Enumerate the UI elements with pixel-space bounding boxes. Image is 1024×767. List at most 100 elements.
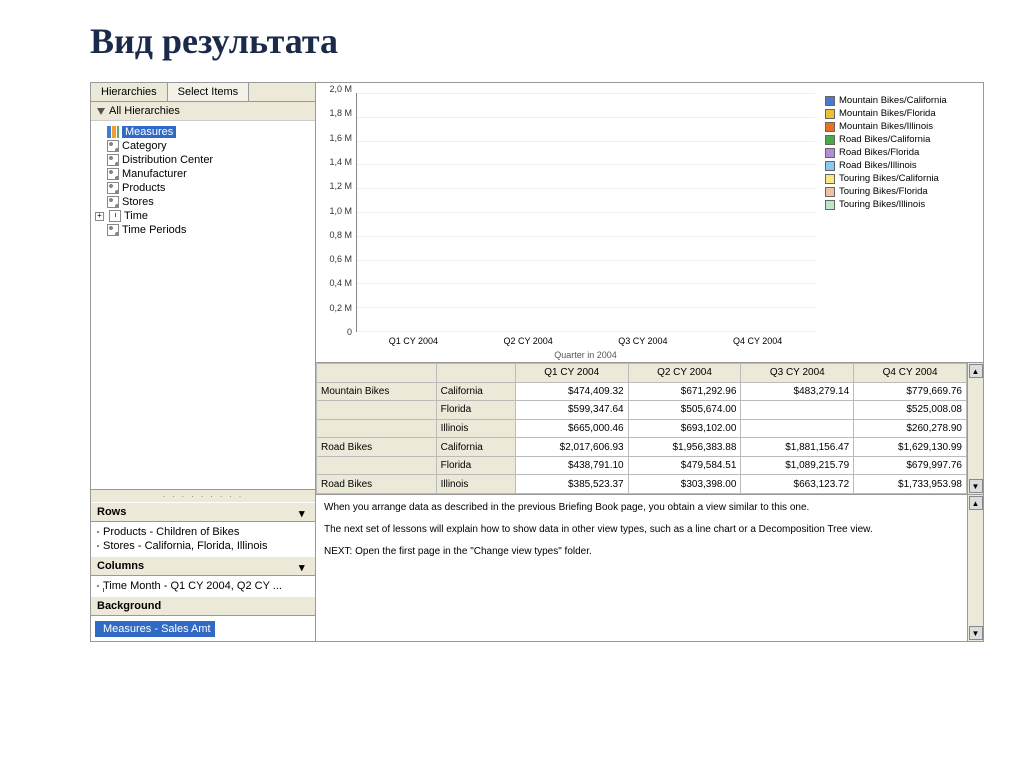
- scroll-up-icon[interactable]: ▲: [969, 364, 983, 378]
- legend-label: Mountain Bikes/Florida: [839, 108, 936, 119]
- row-sub: California: [436, 438, 515, 457]
- cell: $260,278.90: [854, 419, 967, 438]
- tree-item[interactable]: Manufacturer: [93, 167, 313, 181]
- legend-label: Mountain Bikes/California: [839, 95, 947, 106]
- rows-menu-icon[interactable]: ▾: [299, 507, 309, 517]
- legend-item: Road Bikes/Florida: [825, 147, 977, 158]
- y-tick: 1,6 M: [329, 133, 352, 143]
- table-scrollbar[interactable]: ▲ ▼: [967, 363, 983, 494]
- cell: $385,523.37: [515, 475, 628, 494]
- columns-item[interactable]: Time Month - Q1 CY 2004, Q2 CY ...: [97, 579, 309, 593]
- columns-panel-header: Columns ▾: [91, 556, 315, 576]
- tree-item[interactable]: Measures: [93, 125, 313, 139]
- row-group: Road Bikes: [317, 438, 437, 457]
- legend-swatch: [825, 96, 835, 106]
- y-tick: 2,0 M: [329, 84, 352, 94]
- cell: $438,791.10: [515, 456, 628, 475]
- scroll-down-icon[interactable]: ▼: [969, 479, 983, 493]
- tree-item[interactable]: + Time: [93, 209, 313, 223]
- legend-swatch: [825, 161, 835, 171]
- tree-item[interactable]: Category: [93, 139, 313, 153]
- table-row: Illinois$665,000.46$693,102.00$260,278.9…: [317, 419, 967, 438]
- cell: $2,017,606.93: [515, 438, 628, 457]
- tree-item[interactable]: Time Periods: [93, 223, 313, 237]
- row-sub: Florida: [436, 456, 515, 475]
- table-area: Q1 CY 2004Q2 CY 2004Q3 CY 2004Q4 CY 2004…: [316, 363, 983, 495]
- columns-panel-body: Time Month - Q1 CY 2004, Q2 CY ...: [91, 576, 315, 596]
- measure-icon: [107, 126, 119, 138]
- cell: $479,584.51: [628, 456, 741, 475]
- legend-label: Touring Bikes/Florida: [839, 186, 928, 197]
- chart-area: 00,2 M0,4 M0,6 M0,8 M1,0 M1,2 M1,4 M1,6 …: [316, 83, 983, 363]
- legend-label: Mountain Bikes/Illinois: [839, 121, 933, 132]
- plot-region: [356, 93, 815, 332]
- cell: $1,956,383.88: [628, 438, 741, 457]
- tree-label: Category: [122, 140, 167, 152]
- legend-item: Touring Bikes/Illinois: [825, 199, 977, 210]
- tree-item[interactable]: Products: [93, 181, 313, 195]
- legend-swatch: [825, 148, 835, 158]
- time-icon: [109, 210, 121, 222]
- row-group: Road Bikes: [317, 475, 437, 494]
- y-tick: 1,2 M: [329, 181, 352, 191]
- scroll-down-icon[interactable]: ▼: [969, 626, 983, 640]
- y-tick: 0: [347, 327, 352, 337]
- rows-item[interactable]: Products - Children of Bikes: [97, 525, 309, 539]
- x-label: Q1 CY 2004: [356, 336, 471, 346]
- scroll-up-icon[interactable]: ▲: [969, 496, 983, 510]
- rows-item[interactable]: Stores - California, Florida, Illinois: [97, 539, 309, 553]
- row-group: [317, 419, 437, 438]
- expand-icon[interactable]: +: [95, 212, 104, 221]
- cell: $671,292.96: [628, 382, 741, 401]
- hier-icon: [107, 168, 119, 180]
- tree-label: Distribution Center: [122, 154, 213, 166]
- x-axis-labels: Q1 CY 2004Q2 CY 2004Q3 CY 2004Q4 CY 2004: [356, 336, 815, 346]
- cell: $663,123.72: [741, 475, 854, 494]
- hier-icon: [107, 196, 119, 208]
- table-row: Florida$599,347.64$505,674.00$525,008.08: [317, 401, 967, 420]
- tree-label: Time: [124, 210, 148, 222]
- col-header: Q3 CY 2004: [741, 364, 854, 383]
- legend-swatch: [825, 122, 835, 132]
- tab-hierarchies[interactable]: Hierarchies: [91, 83, 168, 101]
- columns-title: Columns: [97, 560, 144, 572]
- info-p1: When you arrange data as described in th…: [324, 501, 959, 515]
- filter-icon: [97, 108, 105, 115]
- row-sub: California: [436, 382, 515, 401]
- row-group: [317, 456, 437, 475]
- slide-title: Вид результата: [90, 20, 984, 62]
- cell: [741, 401, 854, 420]
- columns-menu-icon[interactable]: ▾: [299, 561, 309, 571]
- legend-item: Road Bikes/Illinois: [825, 160, 977, 171]
- legend-item: Touring Bikes/California: [825, 173, 977, 184]
- legend-swatch: [825, 135, 835, 145]
- legend-swatch: [825, 200, 835, 210]
- cell: $679,997.76: [854, 456, 967, 475]
- cell: $599,347.64: [515, 401, 628, 420]
- tree-label: Manufacturer: [122, 168, 187, 180]
- left-tabs: Hierarchies Select Items: [91, 83, 315, 102]
- legend-swatch: [825, 109, 835, 119]
- tree-label: Stores: [122, 196, 154, 208]
- app-window: Hierarchies Select Items All Hierarchies…: [90, 82, 984, 642]
- tree-item[interactable]: Stores: [93, 195, 313, 209]
- row-sub: Illinois: [436, 419, 515, 438]
- splitter[interactable]: · · · · · · · · ·: [91, 490, 315, 502]
- table-row: Florida$438,791.10$479,584.51$1,089,215.…: [317, 456, 967, 475]
- tree-item[interactable]: Distribution Center: [93, 153, 313, 167]
- legend-item: Mountain Bikes/California: [825, 95, 977, 106]
- cell: $1,089,215.79: [741, 456, 854, 475]
- all-hierarchies-header[interactable]: All Hierarchies: [91, 102, 315, 121]
- table-row: Road BikesIllinois$385,523.37$303,398.00…: [317, 475, 967, 494]
- y-tick: 0,8 M: [329, 230, 352, 240]
- row-group: Mountain Bikes: [317, 382, 437, 401]
- rows-title: Rows: [97, 506, 126, 518]
- info-area: When you arrange data as described in th…: [316, 495, 983, 641]
- info-scrollbar[interactable]: ▲ ▼: [967, 495, 983, 641]
- tab-select-items[interactable]: Select Items: [168, 83, 250, 101]
- background-item[interactable]: Measures - Sales Amt: [95, 621, 215, 637]
- legend-label: Touring Bikes/Illinois: [839, 199, 925, 210]
- legend-item: Touring Bikes/Florida: [825, 186, 977, 197]
- hierarchy-tree: MeasuresCategory Distribution Center Manuf…: [91, 121, 315, 490]
- legend-label: Road Bikes/Illinois: [839, 160, 917, 171]
